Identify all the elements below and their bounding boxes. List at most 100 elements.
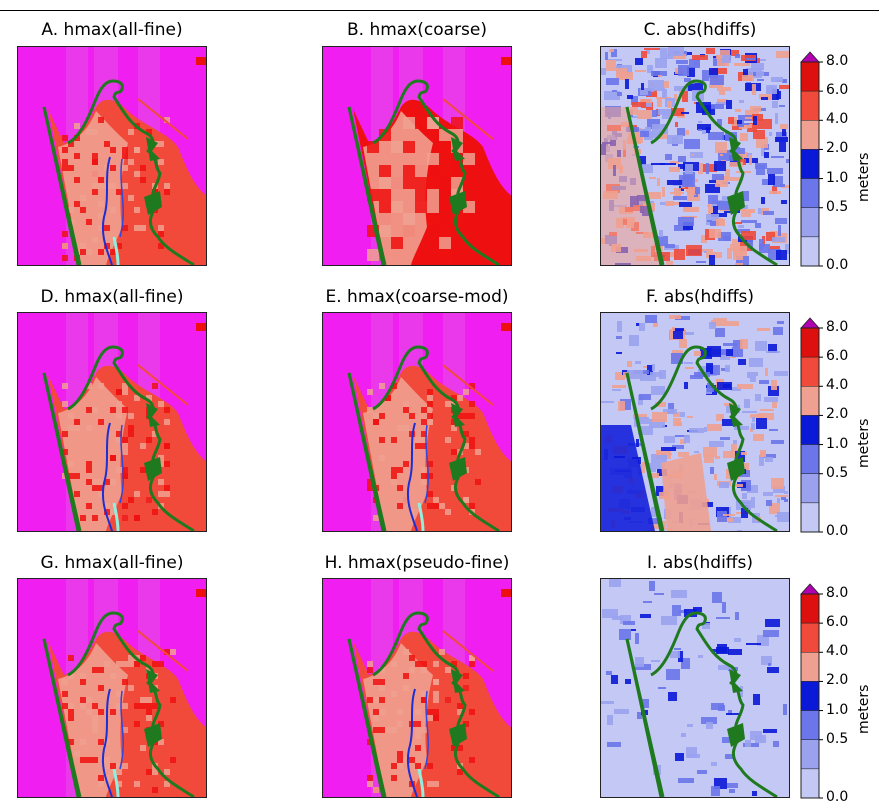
- flood-cell: [92, 159, 98, 165]
- difference-cell: [766, 85, 777, 94]
- difference-cell: [697, 770, 707, 774]
- difference-cell: [687, 190, 700, 201]
- difference-cell: [709, 180, 716, 183]
- difference-cell: [771, 156, 784, 158]
- difference-cell: [635, 657, 644, 667]
- flood-cell: [158, 661, 164, 667]
- flood-cell: [457, 395, 463, 401]
- difference-cell: [756, 165, 765, 175]
- flood-cell: [391, 691, 397, 697]
- difference-cell: [601, 68, 606, 75]
- flood-cell: [403, 649, 409, 655]
- sea-streak: [442, 98, 494, 140]
- flood-cell: [475, 479, 481, 485]
- difference-cell: [675, 435, 689, 437]
- difference-cell: [693, 607, 702, 612]
- difference-cell: [781, 497, 786, 500]
- flood-cell: [86, 467, 92, 473]
- difference-cell: [698, 129, 702, 131]
- flood-cell: [451, 419, 457, 425]
- colorbar-tick-label: 1.0: [826, 169, 849, 186]
- difference-cell: [717, 382, 732, 390]
- difference-cell: [762, 96, 776, 100]
- difference-cell: [642, 164, 653, 173]
- difference-cell: [678, 164, 686, 169]
- flood-cell: [104, 479, 110, 485]
- difference-cell: [707, 424, 722, 431]
- difference-cell: [766, 500, 772, 506]
- difference-cell: [609, 49, 614, 52]
- flood-cell: [421, 667, 427, 673]
- difference-cell: [782, 129, 786, 136]
- difference-cell: [687, 52, 692, 55]
- difference-cell: [725, 754, 735, 759]
- difference-cell: [609, 579, 621, 587]
- flood-cell: [415, 721, 421, 727]
- difference-cell: [635, 70, 646, 72]
- difference-cell: [763, 729, 777, 733]
- island: [729, 669, 743, 693]
- flood-cell: [158, 225, 164, 231]
- difference-cell: [701, 235, 707, 243]
- difference-cell: [768, 344, 777, 353]
- flood-cell: [427, 153, 439, 165]
- flood-cell: [421, 467, 427, 473]
- difference-cell: [651, 507, 657, 517]
- flood-cell: [92, 183, 98, 189]
- island: [451, 403, 465, 427]
- barrier-island: [625, 372, 665, 531]
- flood-cell: [415, 165, 427, 177]
- flood-cell: [391, 479, 397, 485]
- difference-cell: [679, 339, 687, 348]
- colorbar-frame: [800, 327, 820, 533]
- flood-cell: [146, 497, 152, 503]
- flood-cell: [158, 141, 164, 147]
- difference-cell: [690, 152, 703, 158]
- difference-cell: [666, 669, 680, 680]
- difference-cell: [728, 50, 739, 56]
- panel-title-e: E. hmax(coarse-mod): [325, 287, 509, 307]
- sea-patch: [196, 323, 206, 331]
- flood-cell: [128, 655, 134, 661]
- difference-cell: [612, 616, 623, 620]
- difference-cell: [646, 50, 650, 54]
- difference-cell: [768, 386, 779, 396]
- flood-cell: [391, 201, 403, 213]
- difference-cell: [779, 141, 786, 152]
- flood-cell: [427, 201, 439, 213]
- difference-cell: [606, 78, 619, 85]
- difference-cell: [670, 161, 679, 164]
- difference-cell: [694, 351, 701, 356]
- difference-cell: [751, 497, 755, 508]
- difference-cell: [734, 63, 750, 66]
- difference-cell: [707, 383, 714, 392]
- island: [144, 191, 162, 215]
- difference-cell: [772, 101, 778, 108]
- difference-cell: [765, 368, 768, 376]
- difference-cell: [747, 372, 750, 378]
- flood-cell: [427, 389, 433, 395]
- difference-cell: [732, 148, 745, 154]
- flood-cell: [451, 117, 463, 129]
- difference-cell: [672, 445, 684, 449]
- difference-cell: [701, 717, 717, 724]
- difference-cell: [780, 124, 788, 129]
- difference-cell: [757, 635, 769, 646]
- difference-cell: [753, 434, 764, 441]
- sea-streak: [442, 364, 494, 406]
- flood-cell: [451, 395, 457, 401]
- difference-cell: [669, 167, 680, 172]
- difference-cell: [683, 172, 695, 179]
- flood-cell: [128, 425, 134, 431]
- flood-cell: [86, 479, 92, 485]
- difference-cell: [685, 130, 689, 135]
- difference-cell: [704, 427, 707, 432]
- difference-cell: [682, 177, 695, 187]
- difference-cell: [769, 503, 780, 514]
- difference-cell: [728, 649, 742, 655]
- flood-cell: [122, 515, 128, 521]
- flood-cell: [164, 769, 170, 775]
- panel-title-c: C. abs(hdiffs): [643, 20, 757, 40]
- difference-cell: [706, 722, 713, 729]
- difference-cell: [732, 222, 742, 224]
